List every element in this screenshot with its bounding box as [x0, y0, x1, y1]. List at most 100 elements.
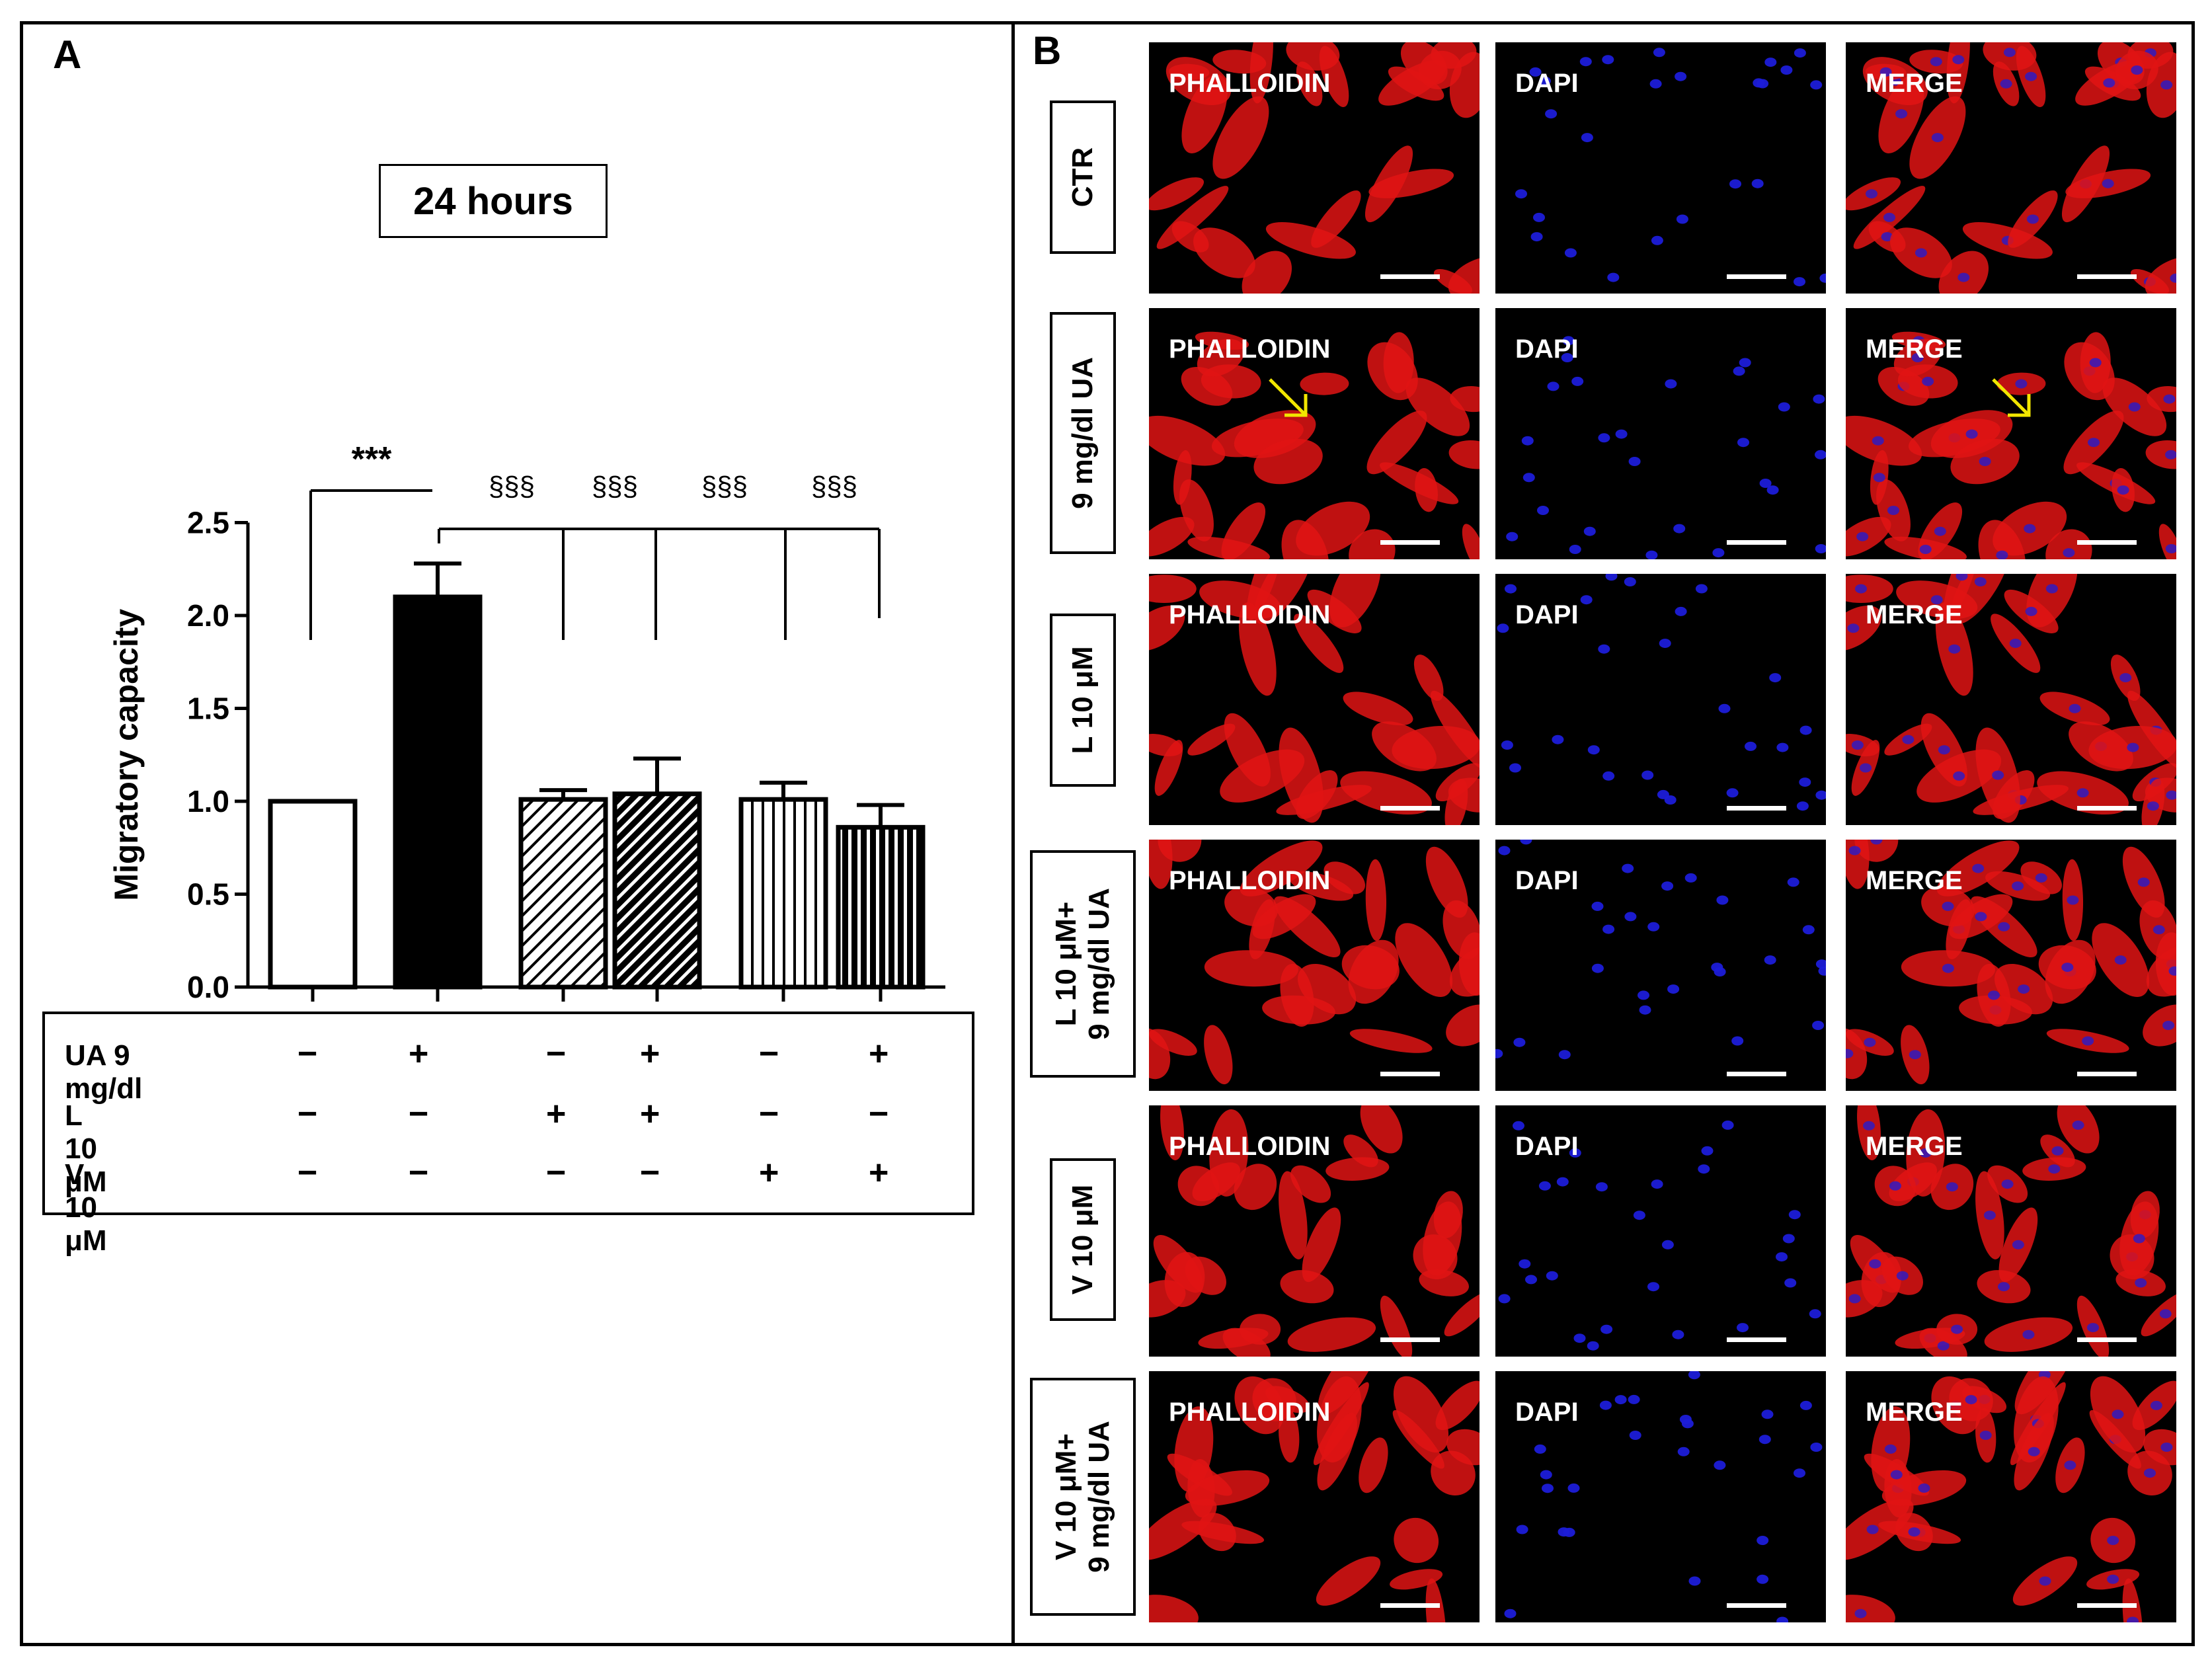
sig-label-secondary: §§§ — [811, 471, 857, 502]
condition-sign: + — [640, 1035, 660, 1073]
sig-label-secondary: §§§ — [592, 471, 638, 502]
micrograph-panel: DAPI — [1495, 1105, 1826, 1357]
row-label-box: V 10 μM+ 9 mg/dl UA — [1030, 1378, 1136, 1616]
row-label-line: 9 mg/dl UA — [1066, 357, 1099, 509]
micrograph-panel: DAPI — [1495, 1371, 1826, 1622]
bar-3 — [518, 797, 608, 990]
micrograph-image — [1515, 48, 1826, 287]
y-tick-label: 1.5 — [187, 692, 229, 726]
sig-label-secondary: §§§ — [489, 471, 535, 502]
channel-label: DAPI — [1515, 335, 1579, 364]
condition-sign: + — [409, 1035, 429, 1073]
chart-title: 24 hours — [413, 179, 573, 223]
micrograph-panel: DAPI — [1495, 308, 1826, 559]
channel-label: MERGE — [1866, 1132, 1963, 1161]
row-label-line: V 10 μM — [1066, 1184, 1099, 1295]
micrograph-image — [1846, 1105, 2176, 1357]
condition-sign: + — [869, 1154, 889, 1192]
condition-sign: + — [640, 1095, 660, 1133]
row-label-text: CTR — [1066, 147, 1099, 207]
channel-label: DAPI — [1515, 69, 1579, 98]
micrograph-panel: PHALLOIDIN — [1149, 1371, 1480, 1622]
micrograph-panel: MERGE — [1846, 840, 2176, 1091]
condition-sign: − — [297, 1154, 318, 1192]
micrograph-image — [1504, 1371, 1823, 1622]
micrograph-image — [1846, 42, 2176, 294]
scale-bar — [2077, 806, 2137, 811]
channel-label: PHALLOIDIN — [1169, 1132, 1331, 1161]
micrograph-image — [1506, 336, 1826, 559]
row-label-text: L 10 μM — [1066, 646, 1099, 754]
channel-label: DAPI — [1515, 1398, 1579, 1427]
scale-bar — [1380, 1603, 1440, 1608]
condition-sign: − — [546, 1035, 567, 1073]
arrow-icon — [1992, 378, 2031, 417]
row-label-text: 9 mg/dl UA — [1066, 357, 1099, 509]
channel-label: DAPI — [1515, 600, 1579, 629]
scale-bar — [2077, 1337, 2137, 1342]
micrograph-image — [1846, 1371, 2176, 1622]
channel-label: MERGE — [1866, 1398, 1963, 1427]
chart-title-box: 24 hours — [379, 164, 608, 238]
scale-bar — [1727, 1603, 1786, 1608]
micrograph-image — [1497, 574, 1826, 811]
y-tick-label: 2.5 — [187, 506, 229, 540]
row-label-box: L 10 μM — [1050, 614, 1116, 787]
micrograph-image — [1149, 840, 1480, 1085]
scale-bar — [1380, 274, 1440, 279]
micrograph-image — [1149, 1371, 1480, 1622]
sig-label-secondary: §§§ — [701, 471, 748, 502]
channel-label: MERGE — [1866, 866, 1963, 895]
condition-sign: − — [869, 1095, 889, 1133]
scale-bar — [1380, 1072, 1440, 1076]
scale-bar — [1727, 1337, 1786, 1342]
micrograph-panel: DAPI — [1495, 840, 1826, 1091]
condition-sign: − — [297, 1095, 318, 1133]
y-tick-label: 2.0 — [187, 598, 229, 633]
row-label-text: V 10 μM — [1066, 1185, 1099, 1294]
condition-label: L 10 μM — [65, 1099, 107, 1198]
condition-sign: − — [297, 1035, 318, 1073]
micrograph-panel: MERGE — [1846, 308, 2176, 559]
micrograph-image — [1495, 840, 1826, 1060]
arrow-icon — [1269, 378, 1308, 417]
micrograph-image — [1149, 574, 1480, 825]
micrograph-image — [1498, 1120, 1821, 1351]
condition-label: V 10 μM — [65, 1158, 107, 1257]
condition-sign: − — [759, 1095, 779, 1133]
scale-bar — [1727, 540, 1786, 545]
condition-table — [42, 1012, 974, 1215]
micrograph-image — [1149, 331, 1480, 559]
row-label-line: L 10 μM+ — [1050, 901, 1082, 1027]
scale-bar — [2077, 1603, 2137, 1608]
micrograph-panel: PHALLOIDIN — [1149, 42, 1480, 294]
bar-6 — [836, 824, 926, 990]
condition-sign: + — [869, 1035, 889, 1073]
condition-sign: − — [759, 1035, 779, 1073]
micrograph-image — [1149, 1105, 1480, 1357]
channel-label: DAPI — [1515, 866, 1579, 895]
micrograph-panel: MERGE — [1846, 574, 2176, 825]
micrograph-panel: PHALLOIDIN — [1149, 574, 1480, 825]
row-label-line: 9 mg/dl UA — [1083, 888, 1115, 1040]
row-label-text: L 10 μM+ 9 mg/dl UA — [1050, 888, 1116, 1040]
panel-b-letter: B — [1033, 28, 1062, 73]
y-tick-label: 0.0 — [187, 970, 229, 1004]
row-label-box: L 10 μM+ 9 mg/dl UA — [1030, 850, 1136, 1078]
channel-label: MERGE — [1866, 335, 1963, 364]
scale-bar — [2077, 1072, 2137, 1076]
scale-bar — [1727, 1072, 1786, 1076]
y-tick-label: 1.0 — [187, 784, 229, 818]
row-label-line: 9 mg/dl UA — [1083, 1421, 1115, 1573]
bar-5 — [738, 797, 828, 990]
row-label-box: V 10 μM — [1050, 1158, 1116, 1321]
channel-label: MERGE — [1866, 69, 1963, 98]
channel-label: DAPI — [1515, 1132, 1579, 1161]
micrograph-panel: PHALLOIDIN — [1149, 1105, 1480, 1357]
micrograph-panel: MERGE — [1846, 1105, 2176, 1357]
row-label-text: V 10 μM+ 9 mg/dl UA — [1050, 1421, 1116, 1573]
bar-4 — [612, 791, 702, 990]
channel-label: MERGE — [1866, 600, 1963, 629]
scale-bar — [1727, 806, 1786, 811]
bar-1 — [268, 799, 358, 990]
